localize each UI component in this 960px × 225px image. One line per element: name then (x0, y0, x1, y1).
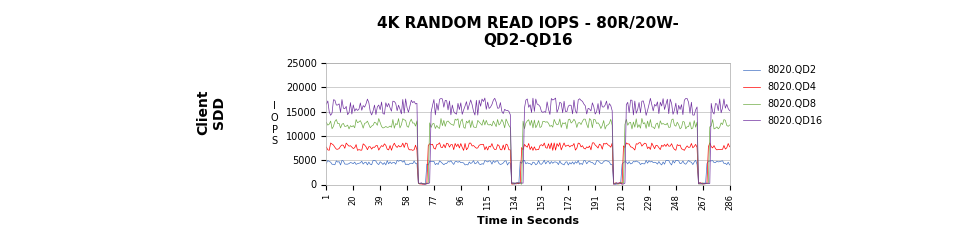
8020.QD4 (680, 146, 691, 149)
8020.QD16 (372, 106, 383, 108)
8020.QD16 (724, 109, 735, 112)
Line: 8020.QD8: 8020.QD8 (326, 118, 730, 184)
8020.QD4 (378, 142, 390, 145)
8020.QD16 (622, 101, 634, 104)
8020.QD2 (620, 161, 632, 163)
8020.QD16 (420, 183, 431, 186)
8020.QD8 (696, 183, 708, 186)
8020.QD8 (321, 121, 332, 124)
Line: 8020.QD16: 8020.QD16 (326, 98, 730, 184)
Line: 8020.QD2: 8020.QD2 (326, 160, 730, 184)
8020.QD16 (479, 97, 491, 99)
8020.QD4 (374, 146, 386, 149)
8020.QD2 (372, 162, 383, 165)
8020.QD8 (378, 126, 390, 129)
8020.QD4 (321, 146, 332, 148)
8020.QD4 (372, 144, 383, 147)
8020.QD16 (321, 103, 332, 106)
8020.QD4 (551, 142, 563, 145)
8020.QD2 (378, 161, 390, 164)
8020.QD8 (724, 124, 735, 126)
8020.QD8 (374, 121, 386, 124)
8020.QD16 (554, 101, 565, 104)
8020.QD4 (620, 142, 632, 144)
8020.QD2 (321, 162, 332, 165)
8020.QD4 (608, 183, 619, 186)
8020.QD8 (619, 123, 631, 126)
Line: 8020.QD4: 8020.QD4 (326, 143, 730, 184)
8020.QD2 (690, 159, 702, 162)
8020.QD2 (679, 162, 690, 165)
Text: 4K RANDOM READ IOPS - 80R/20W-
QD2-QD16: 4K RANDOM READ IOPS - 80R/20W- QD2-QD16 (377, 16, 679, 48)
Legend: 8020.QD2, 8020.QD4, 8020.QD8, 8020.QD16: 8020.QD2, 8020.QD4, 8020.QD8, 8020.QD16 (742, 65, 823, 126)
8020.QD2 (724, 164, 735, 166)
8020.QD2 (553, 163, 564, 166)
X-axis label: Time in Seconds: Time in Seconds (477, 216, 579, 225)
8020.QD16 (374, 108, 386, 111)
8020.QD8 (679, 121, 690, 123)
8020.QD2 (419, 183, 430, 186)
8020.QD16 (680, 97, 691, 100)
8020.QD4 (634, 141, 645, 144)
8020.QD8 (372, 124, 383, 127)
8020.QD8 (636, 117, 648, 120)
8020.QD4 (724, 145, 735, 148)
8020.QD8 (551, 124, 563, 126)
Text: Client
SDD: Client SDD (196, 90, 227, 135)
8020.QD2 (374, 160, 386, 163)
Y-axis label: I
O
P
S: I O P S (271, 101, 278, 146)
8020.QD16 (378, 113, 390, 115)
